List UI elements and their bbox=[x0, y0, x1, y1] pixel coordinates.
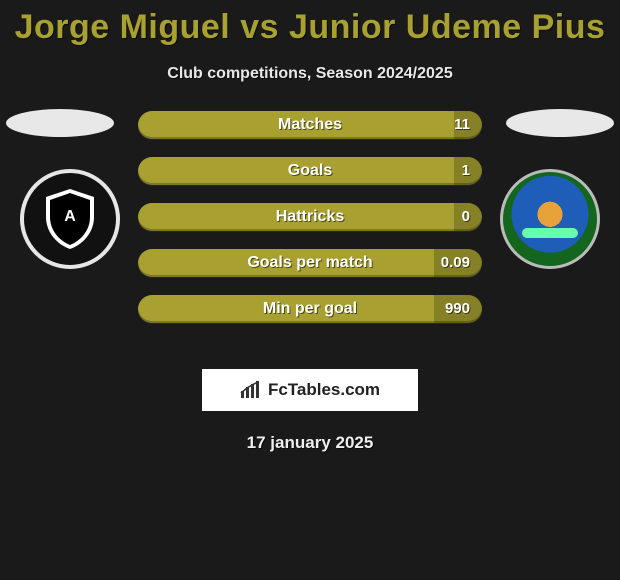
player-slot-right bbox=[506, 109, 614, 137]
stat-value: 0.09 bbox=[441, 249, 470, 277]
stat-label: Matches bbox=[138, 111, 482, 139]
stat-label: Min per goal bbox=[138, 295, 482, 323]
stat-label: Goals per match bbox=[138, 249, 482, 277]
player-slot-left bbox=[6, 109, 114, 137]
stats-list: Matches 11 Goals 1 Hattricks 0 Goals per… bbox=[138, 111, 482, 323]
club-badge-right bbox=[500, 169, 600, 269]
subtitle: Club competitions, Season 2024/2025 bbox=[0, 65, 620, 83]
source-logo-text: FcTables.com bbox=[268, 380, 380, 400]
club-badge-left: A bbox=[20, 169, 120, 269]
stat-value: 1 bbox=[462, 157, 470, 185]
stat-row-matches: Matches 11 bbox=[138, 111, 482, 139]
stat-label: Hattricks bbox=[138, 203, 482, 231]
stat-value: 11 bbox=[454, 111, 470, 139]
stat-value: 0 bbox=[462, 203, 470, 231]
comparison-panel: A Matches 11 Goals 1 Hattricks 0 Goals p… bbox=[0, 111, 620, 341]
stat-row-mpg: Min per goal 990 bbox=[138, 295, 482, 323]
stat-value: 990 bbox=[445, 295, 470, 323]
stat-row-gpm: Goals per match 0.09 bbox=[138, 249, 482, 277]
stat-label: Goals bbox=[138, 157, 482, 185]
snapshot-date: 17 january 2025 bbox=[0, 433, 620, 453]
page-title: Jorge Miguel vs Junior Udeme Pius bbox=[0, 0, 620, 47]
shield-icon: A bbox=[42, 187, 98, 251]
stat-row-hattricks: Hattricks 0 bbox=[138, 203, 482, 231]
source-logo: FcTables.com bbox=[202, 369, 418, 411]
bar-chart-icon bbox=[240, 381, 262, 399]
stat-row-goals: Goals 1 bbox=[138, 157, 482, 185]
svg-text:A: A bbox=[64, 208, 76, 225]
